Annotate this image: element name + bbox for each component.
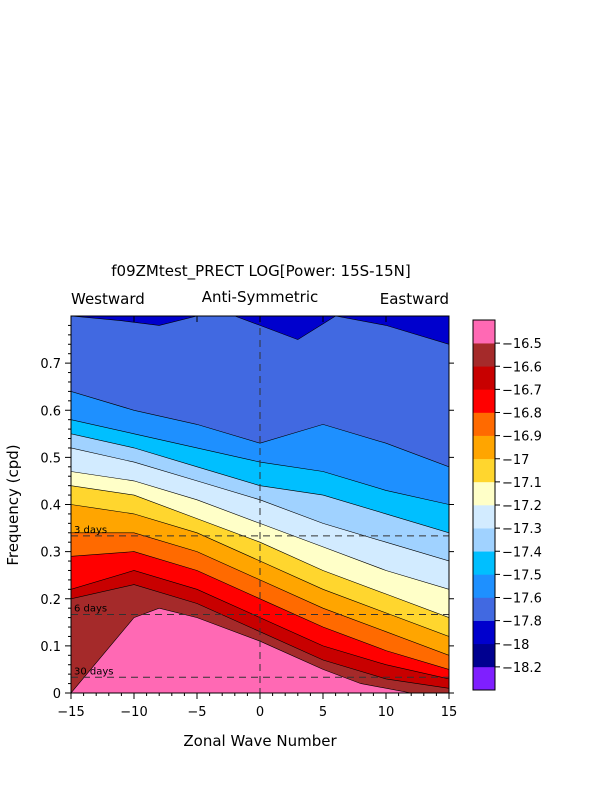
y-tick-label: 0.2 [40,593,61,608]
x-tick-label: −10 [120,705,147,720]
period-label-3-days: 3 days [74,525,107,536]
colorbar-label: −16.8 [502,407,542,422]
y-axis: 0 0.1 0.2 0.3 0.4 0.5 0.6 0.7 [40,324,454,702]
chart-title: f09ZMtest_PRECT LOG[Power: 15S-15N] [111,262,410,281]
colorbar-label: −16.6 [502,360,542,375]
chart-subtitle: Anti-Symmetric [202,288,319,306]
colorbar-swatch [473,412,495,436]
y-tick-label: 0.5 [40,451,61,466]
colorbar-swatch [473,528,495,552]
period-label-6-days: 6 days [74,603,107,614]
colorbar-label: −17.8 [502,615,542,630]
x-tick-label: −15 [57,705,84,720]
y-tick-label: 0.3 [40,546,61,561]
contour-band-neg16-5 [71,607,449,693]
colorbar-swatch [473,366,495,390]
colorbar-swatch [473,435,495,460]
colorbar-swatch [473,574,495,598]
colorbar-label: −18 [502,638,529,653]
colorbar-label: −16.7 [502,383,542,398]
colorbar-swatch [473,343,495,367]
colorbar-label: −17.6 [502,592,542,607]
x-tick-label: 10 [378,705,395,720]
colorbar-label: −17.3 [502,522,542,537]
colorbar-label: −17.2 [502,499,542,514]
y-axis-label: Frequency (cpd) [4,444,22,565]
reference-lines: 3 days 6 days 30 days [71,316,449,693]
colorbar-swatch [473,597,495,621]
colorbar-swatch [473,481,495,506]
colorbar-swatch [473,320,495,344]
y-tick-label: 0.1 [40,640,61,655]
y-tick-label: 0 [53,687,61,702]
colorbar-label: −17 [502,453,529,468]
colorbar-swatch [473,620,495,645]
colorbar: −16.5 −16.6 −16.7 −16.8 −16.9 −17 −17.1 −17.2 −1… [472,319,542,691]
contour-plot-area [71,316,449,693]
x-axis: −15 −10 −5 0 5 10 15 [57,316,457,720]
y-tick-label: 0.7 [40,357,61,372]
period-label-30-days: 30 days [74,666,114,677]
x-axis-label: Zonal Wave Number [183,732,337,750]
colorbar-label: −16.5 [502,337,542,352]
colorbar-swatch [473,551,495,575]
colorbar-label: −17.1 [502,476,542,491]
x-tick-label: −5 [187,705,206,720]
x-tick-label: 15 [441,705,458,720]
colorbar-swatch [473,643,495,668]
eastward-label: Eastward [380,290,449,308]
colorbar-swatch [473,458,495,483]
x-tick-label: 0 [256,705,264,720]
colorbar-label: −17.4 [502,545,542,560]
colorbar-label: −18.2 [502,661,542,676]
colorbar-label: −16.9 [502,430,542,445]
contour-bands [71,316,449,693]
colorbar-swatch [473,389,495,413]
colorbar-label: −17.5 [502,568,542,583]
colorbar-swatch [473,505,495,529]
y-tick-label: 0.4 [40,499,61,514]
westward-label: Westward [71,290,145,308]
x-tick-label: 5 [319,705,327,720]
y-tick-label: 0.6 [40,404,61,419]
colorbar-swatch [473,666,495,691]
